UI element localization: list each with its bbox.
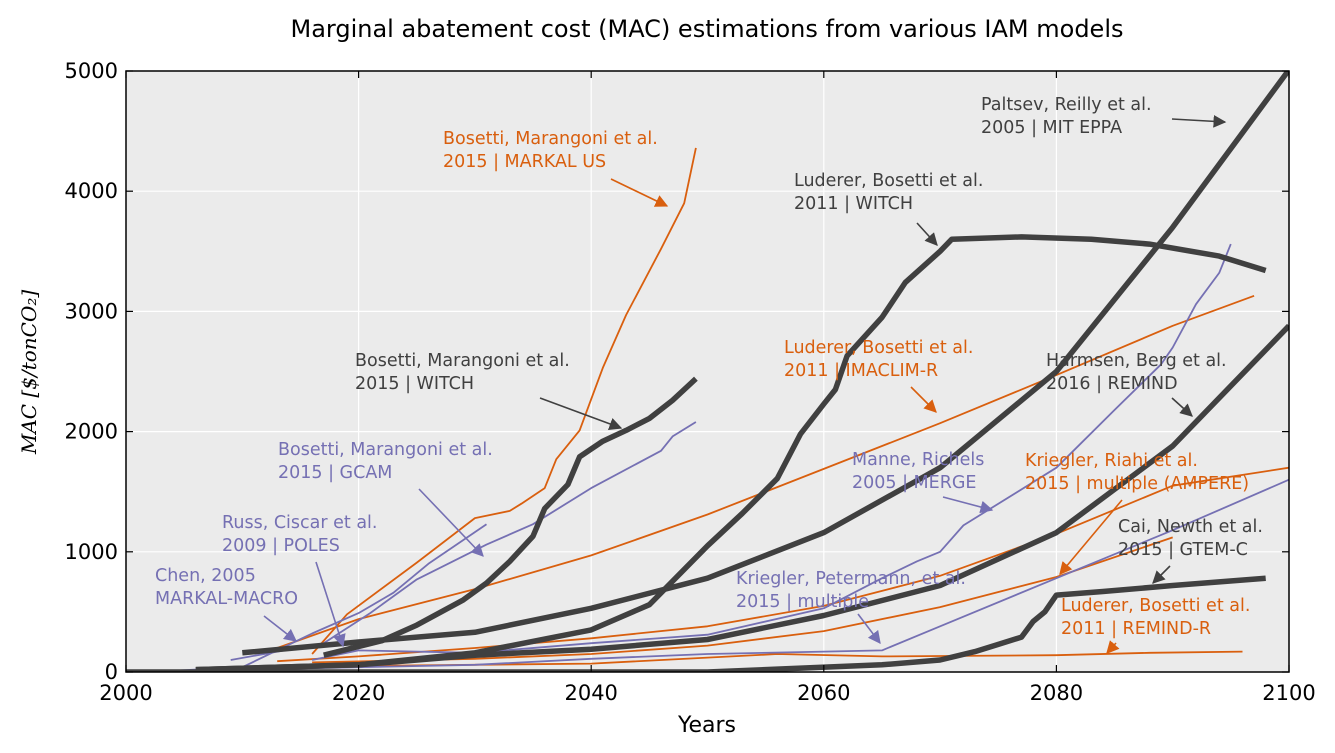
- annotation-cai-line-1: Cai, Newth et al.: [1118, 517, 1263, 537]
- annotation-arrow-kriegler-ampere: [1059, 499, 1123, 575]
- x-tick-label: 2100: [1262, 681, 1315, 705]
- annotation-arrow-luderer-remind: [1106, 640, 1120, 654]
- annotation-manne-line-2: 2005 | MERGE: [852, 473, 977, 493]
- annotation-bosetti-witch-line-2: 2015 | WITCH: [355, 374, 474, 394]
- series-layer: [126, 71, 1289, 672]
- plot-frame: [125, 70, 1290, 673]
- annotation-luderer-remind-line-1: Luderer, Bosetti et al.: [1061, 596, 1250, 616]
- annotation-arrow-bosetti-markal: [610, 178, 669, 207]
- tick-layer: 2000 2020 2040 2060 2080 2100 0 1000 2000 3000 400…: [65, 59, 1316, 705]
- annotation-luderer-imaclim-line-1: Luderer, Bosetti et al.: [784, 338, 973, 358]
- annotation-harmsen-line-1: Harmsen, Berg et al.: [1046, 351, 1227, 371]
- series-line-orange-9: [358, 650, 1243, 667]
- annotation-russ-line-2: 2009 | POLES: [222, 536, 340, 556]
- annotation-arrow-chen: [263, 615, 298, 642]
- annotation-arrow-cai: [1152, 565, 1171, 584]
- annotation-paltsev-line-2: 2005 | MIT EPPA: [981, 118, 1122, 138]
- y-tick-label: 1000: [65, 540, 118, 564]
- annotation-manne-line-1: Manne, Richels: [852, 450, 984, 470]
- annotation-layer: Paltsev, Reilly et al. 2005 | MIT EPPA Lud…: [155, 95, 1263, 654]
- y-axis-label: MAC [$/tonCO₂]: [17, 290, 41, 456]
- series-line-orange-8: [312, 536, 1173, 664]
- x-tick-label: 2040: [564, 681, 617, 705]
- x-tick-label: 2080: [1030, 681, 1083, 705]
- annotation-kriegler-ampere-line-2: 2015 | multiple (AMPERE): [1025, 474, 1249, 494]
- x-tick-label: 2020: [332, 681, 385, 705]
- chart-title: Marginal abatement cost (MAC) estimation…: [291, 15, 1124, 43]
- annotation-arrow-manne: [942, 496, 994, 514]
- x-tick-label: 2060: [797, 681, 850, 705]
- x-axis-label: Years: [677, 713, 736, 738]
- annotation-kriegler-multiple-line-2: 2015 | multiple: [736, 592, 869, 612]
- annotation-arrow-kriegler-multiple: [857, 613, 881, 645]
- series-line-orange-5: [311, 147, 697, 655]
- annotation-arrow-luderer-witch: [916, 222, 938, 246]
- annotation-luderer-witch-line-1: Luderer, Bosetti et al.: [794, 171, 983, 191]
- y-tick-label: 0: [105, 660, 118, 684]
- annotation-arrow-paltsev: [1171, 114, 1227, 128]
- x-tick-label: 2000: [99, 681, 152, 705]
- series-line-gray-0: [242, 71, 1289, 656]
- annotation-chen-line-2: MARKAL-MACRO: [155, 589, 298, 609]
- annotation-russ-line-1: Russ, Ciscar et al.: [222, 513, 377, 533]
- annotation-arrow-harmsen: [1171, 397, 1193, 417]
- annotation-arrow-russ: [315, 561, 346, 648]
- annotation-kriegler-ampere-line-1: Kriegler, Riahi et al.: [1025, 451, 1198, 471]
- annotation-bosetti-gcam-line-1: Bosetti, Marangoni et al.: [278, 440, 493, 460]
- annotation-chen-line-1: Chen, 2005: [155, 566, 256, 586]
- annotation-bosetti-markal-line-1: Bosetti, Marangoni et al.: [443, 129, 658, 149]
- annotation-cai-line-2: 2015 | GTEM-C: [1118, 540, 1248, 560]
- annotation-bosetti-gcam-line-2: 2015 | GCAM: [278, 463, 392, 483]
- series-line-purple-13: [242, 478, 1289, 671]
- annotation-arrow-luderer-imaclim: [910, 386, 937, 413]
- y-tick-label: 2000: [65, 420, 118, 444]
- series-line-purple-10: [230, 421, 697, 661]
- y-tick-label: 3000: [65, 299, 118, 323]
- annotation-arrow-bosetti-witch: [539, 397, 623, 431]
- series-line-purple-12: [311, 243, 1232, 661]
- annotation-luderer-imaclim-line-2: 2011 | IMACLIM-R: [784, 361, 938, 381]
- annotation-harmsen-line-2: 2016 | REMIND: [1046, 374, 1178, 394]
- series-line-gray-4: [126, 575, 1266, 672]
- annotation-paltsev-line-1: Paltsev, Reilly et al.: [981, 95, 1152, 115]
- annotation-kriegler-multiple-line-1: Kriegler, Petermann, et al.: [736, 569, 966, 589]
- annotation-luderer-remind-line-2: 2011 | REMIND-R: [1061, 619, 1211, 639]
- annotation-arrow-bosetti-gcam: [418, 488, 484, 557]
- annotation-luderer-witch-line-2: 2011 | WITCH: [794, 194, 913, 214]
- series-line-gray-3: [195, 323, 1289, 672]
- y-tick-label: 5000: [65, 59, 118, 83]
- annotation-bosetti-markal-line-2: 2015 | MARKAL US: [443, 152, 606, 172]
- series-line-gray-2: [195, 234, 1267, 672]
- annotation-bosetti-witch-line-1: Bosetti, Marangoni et al.: [355, 351, 570, 371]
- y-tick-label: 4000: [65, 179, 118, 203]
- plot-background: [126, 71, 1289, 672]
- series-line-gray-1: [323, 376, 698, 658]
